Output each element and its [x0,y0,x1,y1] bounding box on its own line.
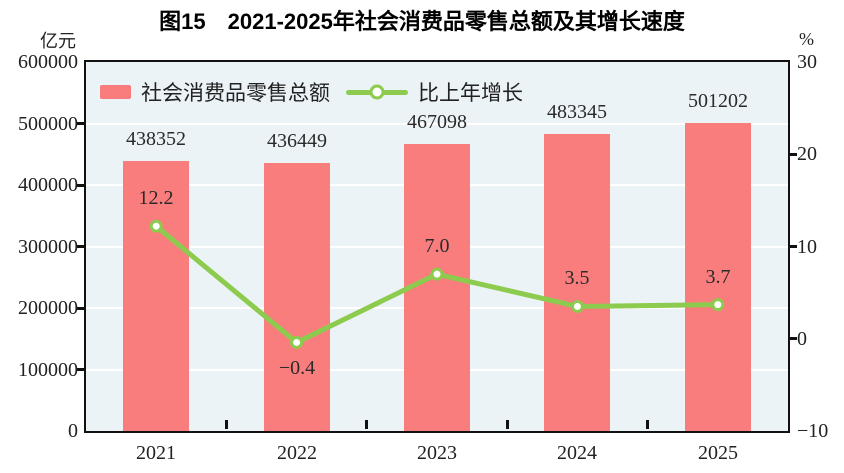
bar-2024 [544,133,610,431]
left-axis-tick [77,368,86,371]
chart-title: 图15 2021-2025年社会消费品零售总额及其增长速度 [159,9,685,34]
bar-2022 [264,162,330,431]
growth-line-svg [149,219,725,349]
x-axis-label: 2024 [557,442,597,464]
growth-point-label: 7.0 [424,235,450,257]
gridline [86,122,788,125]
right-axis-tick-label: 30 [797,51,817,73]
legend-bar-swatch [100,85,131,99]
left-axis-tick-label: 600000 [18,51,78,73]
left-axis-tick-label: 0 [68,420,78,442]
right-axis-tick-label: 10 [797,235,817,258]
legend-bar-label: 社会消费品零售总额 [141,81,330,105]
bar-value-label: 483345 [547,101,607,123]
left-axis-tick-label: 200000 [18,297,78,319]
right-axis-tick [788,153,797,156]
bar-2021 [123,161,189,431]
left-axis-unit-label: 亿元 [40,31,76,51]
left-axis-tick-label: 400000 [18,174,78,196]
growth-point-label: 3.5 [564,267,590,289]
right-axis-tick-label: −10 [797,420,829,442]
bar-value-label: 467098 [407,111,467,133]
growth-marker-icon [570,299,584,313]
bar-2025 [685,122,751,431]
growth-marker-icon [149,219,163,233]
bar-value-label: 438352 [126,128,186,150]
bar-value-label: 501202 [688,90,748,112]
right-axis-tick-label: 20 [797,143,817,166]
left-axis-tick [77,307,86,310]
x-axis-tick [506,420,509,429]
right-axis-unit-label: % [799,29,814,49]
right-axis-tick [788,337,797,340]
legend-line-label: 比上年增长 [418,81,523,105]
x-axis-label: 2025 [698,442,738,464]
left-axis-tick-label: 100000 [18,358,78,381]
left-axis-tick-label: 500000 [18,112,78,135]
left-axis-tick-label: 300000 [18,235,78,258]
right-axis-tick-label: 0 [797,327,807,350]
x-axis-label: 2023 [417,442,457,464]
growth-marker-icon [430,267,444,281]
legend-line-sample [346,84,408,100]
legend-line-marker-icon [369,84,385,100]
left-axis-tick [77,122,86,125]
growth-marker-icon [711,298,725,312]
left-axis-tick [77,245,86,248]
legend: 社会消费品零售总额 比上年增长 [100,81,523,105]
growth-point-label: 3.7 [705,266,731,288]
growth-point-label: −0.4 [278,357,316,379]
left-axis-tick [77,184,86,187]
right-axis-tick [788,245,797,248]
bar-value-label: 436449 [267,130,327,152]
x-axis-label: 2021 [136,442,176,464]
x-axis-tick [646,420,649,429]
growth-marker-icon [290,335,304,349]
x-axis-tick [365,420,368,429]
x-axis-label: 2022 [277,442,317,464]
x-axis-tick [225,420,228,429]
growth-point-label: 12.2 [138,187,174,209]
